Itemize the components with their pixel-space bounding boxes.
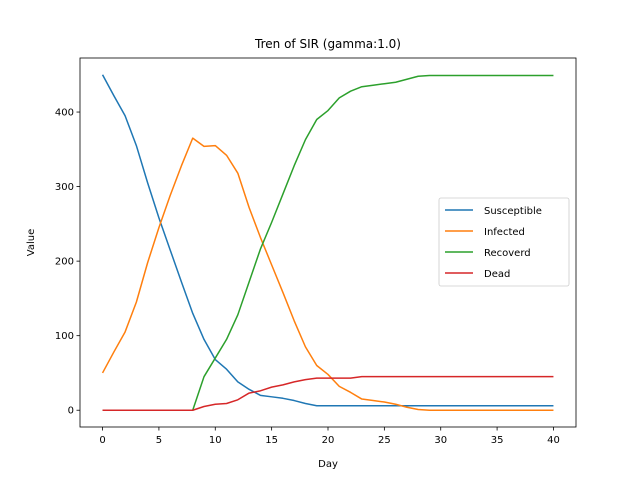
legend: Susceptible Infected Recoverd Dead [438,197,570,287]
legend-label-recoverd: Recoverd [484,248,531,259]
series-lines [101,74,554,411]
y-axis-ticks: 0 100 200 300 400 [55,108,80,417]
y-tick-label: 200 [55,257,74,268]
series-line-susceptible [101,74,554,407]
y-tick-label: 400 [55,108,74,119]
y-tick-label: 0 [68,406,74,417]
x-axis-label: Day [318,459,338,470]
plot-area-frame [79,57,577,428]
x-tick-label: 15 [265,435,278,446]
series-line-dead [102,375,554,411]
y-axis-label: Value [26,229,37,256]
x-tick-label: 5 [156,435,162,446]
legend-label-dead: Dead [484,269,510,280]
x-tick-label: 40 [547,435,560,446]
x-tick-label: 30 [434,435,447,446]
chart-title: Tren of SIR (gamma:1.0) [254,37,401,51]
y-tick-label: 300 [55,182,74,193]
legend-box [438,197,570,287]
x-tick-label: 20 [322,435,335,446]
x-axis-ticks: 0 5 10 15 20 25 30 35 40 [99,427,560,446]
x-tick-label: 35 [491,435,504,446]
x-tick-label: 25 [378,435,391,446]
legend-label-infected: Infected [484,227,525,238]
series-line-infected [101,137,554,411]
x-tick-label: 0 [99,435,105,446]
y-tick-label: 100 [55,331,74,342]
x-tick-label: 10 [209,435,222,446]
legend-label-susceptible: Susceptible [484,206,542,217]
